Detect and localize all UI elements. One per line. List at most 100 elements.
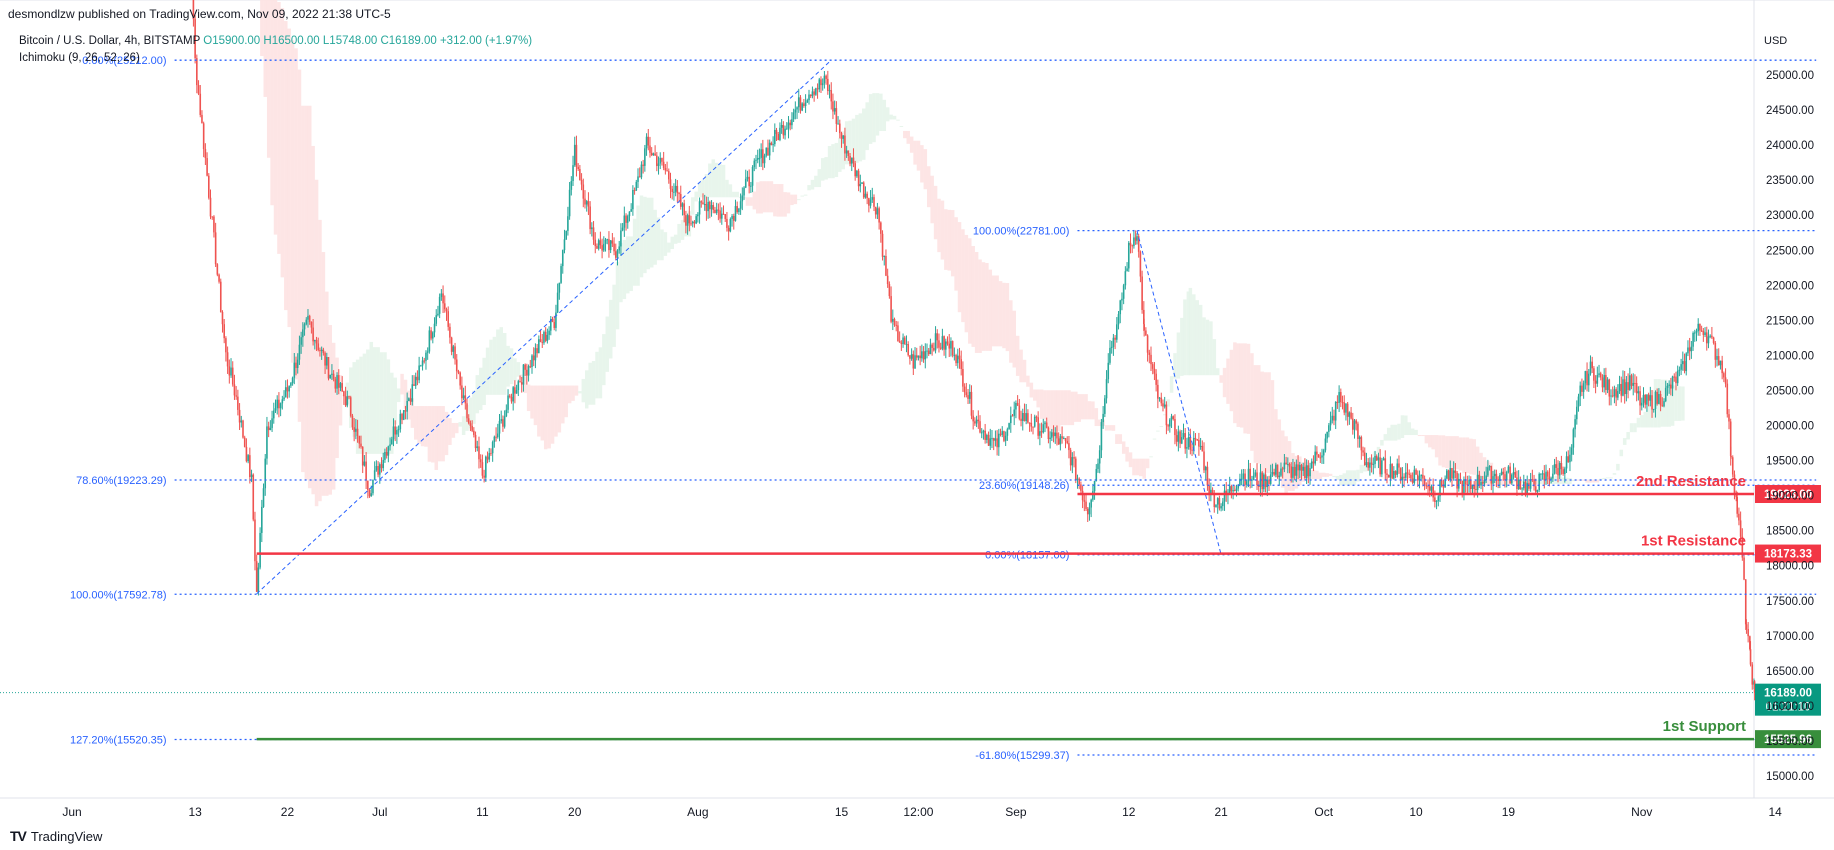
candle [213, 215, 215, 238]
candle [900, 340, 903, 351]
cloud-segment [1664, 379, 1668, 427]
cloud-segment [937, 198, 941, 253]
candle-body [1107, 362, 1110, 380]
cloud-segment [1173, 353, 1177, 379]
resistance-price-tag-bg [1755, 485, 1821, 504]
candle-body [628, 211, 631, 217]
candle [1098, 445, 1101, 474]
candle-body [1322, 450, 1325, 456]
candle-body [346, 396, 349, 406]
candle-body [209, 197, 212, 217]
y-tick-label: 17000.00 [1766, 631, 1814, 643]
candle-body [644, 148, 646, 166]
y-tick-label: 18500.00 [1766, 526, 1814, 538]
candle [255, 554, 258, 592]
candle-body [1028, 422, 1031, 424]
candle-body [1066, 440, 1069, 444]
candle [1201, 440, 1204, 452]
candle-body [421, 360, 424, 366]
cloud-segment [629, 236, 633, 292]
candle [1656, 388, 1658, 406]
candle-body [828, 90, 831, 92]
cloud-segment [968, 238, 972, 344]
x-tick-label: Oct [1314, 805, 1333, 819]
cloud-segment [420, 406, 425, 447]
candle [1276, 464, 1279, 479]
candle [1081, 485, 1084, 509]
candle [738, 207, 740, 215]
candle-body [1223, 490, 1226, 502]
candle-body [262, 488, 265, 507]
cloud-segment [906, 130, 910, 144]
candle [228, 359, 231, 384]
candle-body [1261, 472, 1263, 490]
cloud-segment [386, 359, 391, 454]
candle-body [1613, 389, 1616, 397]
candle-body [842, 135, 845, 139]
candle-body [1546, 471, 1549, 477]
candle-body [1558, 462, 1561, 476]
candle-body [1516, 477, 1518, 490]
cloud-segment [496, 329, 500, 395]
cloud-segment [1581, 479, 1586, 481]
candle [1252, 468, 1255, 481]
candle [811, 86, 814, 99]
candle-body [1749, 636, 1751, 650]
candle [1699, 323, 1701, 336]
candle [449, 323, 451, 344]
tradingview-brand[interactable]: TV TradingView [10, 828, 102, 844]
candle [982, 429, 985, 440]
candle [1723, 371, 1725, 383]
candle [963, 383, 966, 398]
candle-body [1545, 471, 1547, 481]
candle-body [1269, 474, 1272, 484]
candle [1032, 426, 1034, 435]
cloud-segment [947, 209, 952, 271]
cloud-segment [875, 93, 880, 136]
ichimoku-legend[interactable]: Ichimoku (9, 26, 52, 26) [19, 52, 140, 64]
candle-body [411, 384, 414, 402]
candle [457, 369, 460, 375]
candle-body [442, 293, 444, 304]
candle [579, 165, 581, 181]
candle-body [320, 349, 323, 351]
candle-body [336, 375, 338, 389]
cloud-segment [711, 159, 716, 198]
candle [1263, 472, 1265, 492]
candle [380, 457, 383, 473]
candle-body [1473, 484, 1475, 489]
candle-body [700, 201, 703, 203]
cloud-segment [622, 239, 627, 300]
candle [1635, 376, 1638, 402]
candle-body [1367, 462, 1369, 468]
candle-body [196, 58, 198, 86]
candle [461, 376, 463, 406]
candle-body [355, 428, 357, 432]
cloud-segment [1465, 437, 1470, 474]
candle-body [486, 456, 489, 460]
candle-body [903, 337, 906, 345]
candle [992, 437, 995, 451]
candle-body [962, 368, 964, 387]
candle-body [302, 329, 304, 338]
candle-body [264, 458, 267, 489]
candle [962, 361, 964, 392]
candle [594, 232, 597, 254]
cloud-segment [1674, 385, 1678, 421]
candle-body [1304, 466, 1306, 479]
candle-body [832, 101, 834, 112]
cloud-segment [444, 411, 449, 456]
candle-body [691, 221, 694, 224]
candle-body [833, 108, 836, 112]
candle [1340, 388, 1342, 408]
candle [496, 423, 499, 439]
candle [1569, 446, 1571, 472]
candle [755, 154, 757, 170]
candle [1576, 400, 1578, 425]
candle-body [1690, 346, 1693, 352]
candle-body [758, 157, 761, 159]
candle-body [827, 78, 829, 91]
symbol-legend[interactable]: Bitcoin / U.S. Dollar, 4h, BITSTAMP O159… [19, 35, 532, 47]
cloud-segment [1128, 452, 1133, 468]
